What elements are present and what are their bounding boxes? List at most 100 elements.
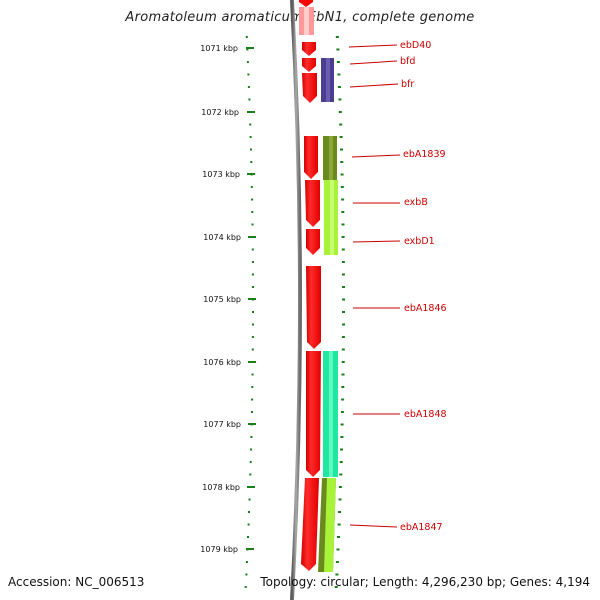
minor-tick-left	[252, 286, 254, 288]
gene-arrow-top-partial	[299, 0, 313, 7]
minor-tick-right	[340, 186, 344, 188]
minor-tick-right	[342, 286, 345, 288]
connector-ebD40	[348, 44, 398, 48]
minor-tick-right	[337, 73, 341, 76]
minor-tick-right	[340, 161, 344, 163]
tick-label: 1076 kbp	[203, 358, 241, 367]
minor-tick-left	[251, 398, 254, 401]
minor-tick-right	[342, 298, 345, 301]
tick-label: 1077 kbp	[203, 420, 241, 429]
minor-tick-right	[342, 323, 345, 326]
minor-tick-right	[338, 511, 341, 513]
minor-tick-right	[338, 498, 342, 501]
minor-tick-right	[335, 36, 339, 38]
minor-tick-right	[341, 211, 345, 213]
feature-block-purple-shade	[326, 58, 330, 102]
tick-label: 1074 kbp	[203, 233, 241, 242]
minor-tick-right	[341, 236, 345, 238]
minor-tick-right	[336, 48, 340, 51]
minor-tick-right	[338, 111, 342, 113]
minor-tick-left	[251, 386, 254, 388]
minor-tick-right	[335, 573, 339, 576]
minor-tick-right	[341, 386, 345, 388]
minor-tick-left	[251, 273, 254, 276]
gene-label-bfd: bfd	[400, 56, 415, 67]
minor-tick-left	[250, 448, 252, 451]
tick-label: 1075 kbp	[203, 295, 241, 304]
minor-tick-left	[246, 61, 249, 63]
minor-tick-left	[245, 561, 248, 563]
minor-tick-right	[342, 311, 345, 313]
minor-tick-right	[339, 473, 343, 476]
tick-label: 1072 kbp	[201, 108, 239, 117]
minor-tick-right	[340, 448, 343, 451]
minor-tick-right	[341, 261, 345, 263]
minor-tick-right	[340, 423, 344, 426]
label-connectors	[348, 44, 401, 528]
gene-label-ebA1848: ebA1848	[404, 409, 447, 420]
cds-arrow-bfd	[302, 58, 316, 72]
connector-ebA1847	[349, 524, 398, 528]
minor-tick-left	[251, 198, 254, 201]
minor-tick-left	[250, 411, 253, 413]
gene-label-exbB: exbB	[404, 197, 428, 208]
minor-tick-right	[336, 548, 340, 551]
minor-tick-left	[251, 348, 254, 351]
minor-tick-left	[252, 311, 254, 313]
tick-label: 1073 kbp	[202, 170, 240, 179]
minor-tick-left	[247, 536, 249, 538]
minor-tick-left	[249, 136, 252, 138]
minor-tick-left	[249, 461, 252, 463]
minor-tick-right	[341, 398, 345, 401]
minor-tick-right	[338, 98, 342, 101]
minor-tick-right	[334, 586, 338, 588]
connector-ebA1839	[351, 154, 401, 158]
cds-arrow-ebD40	[302, 42, 316, 56]
minor-tick-right	[337, 523, 341, 526]
minor-tick-right	[341, 348, 345, 351]
minor-tick-right	[341, 248, 345, 251]
connector-exbD1	[352, 240, 401, 243]
minor-tick-right	[340, 436, 344, 438]
cds-arrow-exbB	[305, 180, 320, 227]
feature-block-olive-shade	[329, 136, 333, 180]
gene-label-ebD40: ebD40	[400, 40, 431, 51]
connector-bfr	[349, 83, 399, 88]
minor-tick-right	[341, 198, 345, 201]
minor-tick-left	[244, 586, 247, 588]
minor-tick-right	[339, 123, 343, 126]
minor-tick-right	[341, 373, 345, 376]
accession-text: Accession: NC_006513	[8, 575, 145, 589]
minor-tick-left	[251, 261, 254, 263]
minor-tick-left	[250, 161, 253, 163]
gene-block-pink-inner	[304, 7, 309, 35]
major-ticks: 1071 kbp 1072 kbp 1073 kbp 1074 kbp 1075…	[200, 44, 256, 554]
minor-tick-left	[248, 511, 250, 513]
minor-tick-right	[341, 336, 345, 338]
minor-tick-right	[340, 148, 343, 151]
minor-tick-left	[251, 211, 254, 213]
minor-tick-left	[247, 523, 250, 526]
connector-bfd	[349, 60, 398, 65]
feature-block-lime-lower	[324, 478, 336, 572]
cds-arrow-bfr	[302, 73, 317, 103]
minor-tick-left	[252, 323, 254, 326]
minor-tick-right	[340, 173, 344, 176]
gene-label-ebA1839: ebA1839	[403, 149, 446, 160]
minor-tick-right	[341, 361, 345, 363]
minor-tick-right	[337, 536, 340, 538]
left-tick-scale	[244, 36, 254, 588]
minor-tick-left	[251, 223, 254, 226]
minor-tick-left	[245, 573, 248, 576]
gene-label-bfr: bfr	[401, 79, 414, 90]
cds-arrow-ebA1839	[304, 136, 318, 179]
minor-tick-left	[251, 248, 254, 251]
tick-label: 1079 kbp	[200, 545, 238, 554]
minor-tick-left	[249, 473, 252, 476]
minor-tick-left	[248, 498, 251, 501]
gene-label-exbD1: exbD1	[404, 236, 435, 247]
minor-tick-left	[250, 436, 253, 438]
minor-tick-left	[246, 48, 249, 51]
minor-tick-left	[250, 186, 253, 188]
minor-tick-right	[338, 486, 342, 488]
